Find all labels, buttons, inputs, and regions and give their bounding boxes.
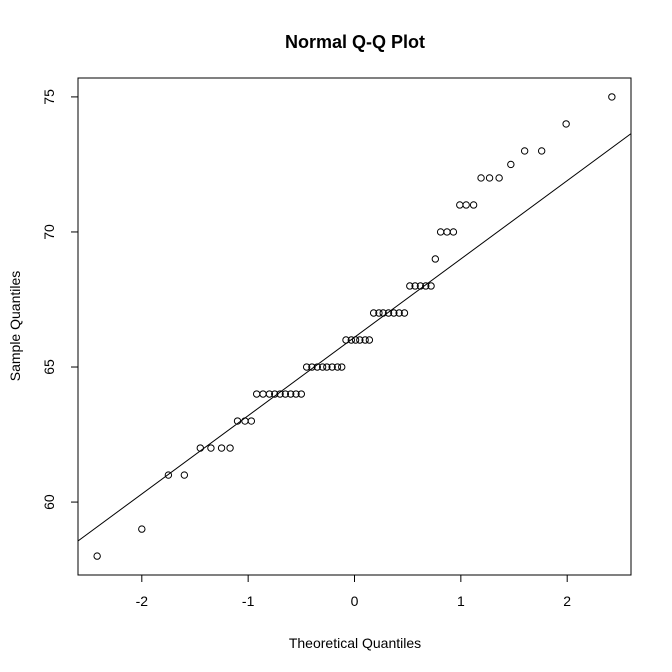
data-point [469, 201, 478, 209]
data-point [562, 120, 570, 128]
data-point [265, 390, 274, 398]
plot-area: -2 -1 0 1 2 60 65 70 75 [41, 77, 632, 609]
y-tick-label: 65 [41, 359, 57, 375]
data-point [259, 390, 267, 398]
data-point [495, 174, 503, 182]
data-point [276, 390, 284, 398]
x-tick-label: -2 [136, 593, 149, 609]
data-point [318, 363, 327, 371]
x-tick-label: -1 [242, 593, 255, 609]
data-point [226, 444, 234, 452]
data-point [247, 417, 256, 425]
data-point [281, 390, 290, 398]
data-point [400, 309, 409, 317]
x-tick-label: 1 [457, 593, 465, 609]
data-point [302, 363, 311, 371]
data-point [308, 363, 316, 371]
data-point [456, 201, 464, 209]
data-point [196, 444, 204, 452]
data-point [431, 255, 440, 263]
data-point [379, 309, 387, 317]
chart-title: Normal Q-Q Plot [285, 32, 425, 52]
data-point [422, 282, 430, 290]
data-point [507, 160, 515, 169]
data-point [449, 228, 458, 236]
data-point [233, 417, 242, 425]
data-point [313, 363, 321, 371]
y-tick-label: 70 [41, 224, 57, 240]
x-tick-label: 0 [351, 593, 359, 609]
data-point [252, 390, 261, 398]
data-point [537, 147, 546, 155]
data-point [93, 552, 101, 560]
data-point [520, 147, 529, 155]
data-point [347, 336, 356, 344]
data-point [411, 282, 419, 290]
data-point [365, 336, 374, 344]
data-point [375, 309, 383, 317]
data-point [395, 309, 403, 317]
data-point [138, 525, 146, 533]
data-point [286, 390, 295, 398]
data-point [443, 228, 451, 236]
data-point [342, 336, 350, 344]
data-point [416, 282, 425, 290]
x-tick-label: 2 [563, 593, 571, 609]
data-point [477, 174, 485, 182]
data-point [323, 363, 331, 371]
data-point [462, 201, 470, 209]
data-point [369, 309, 378, 317]
plot-frame [77, 77, 632, 576]
x-axis-label: Theoretical Quantiles [289, 635, 421, 651]
y-axis-label: Sample Quantiles [7, 271, 23, 382]
data-point [180, 471, 189, 479]
data-point [338, 363, 346, 371]
data-point [485, 174, 494, 182]
data-point [333, 363, 342, 371]
data-point [271, 390, 279, 398]
data-point [217, 444, 226, 452]
data-point [608, 93, 616, 101]
data-point [328, 363, 336, 371]
data-point [351, 336, 360, 344]
data-point [436, 228, 445, 236]
data-point [361, 336, 369, 344]
y-tick-label: 60 [41, 494, 57, 510]
y-tick-label: 75 [41, 89, 57, 105]
data-point [292, 390, 300, 398]
data-point [384, 309, 393, 317]
data-point [164, 471, 173, 479]
data-point [356, 336, 364, 344]
data-point [207, 444, 215, 452]
data-point [406, 282, 414, 290]
data-point [390, 309, 398, 317]
data-point [427, 282, 435, 290]
data-point [241, 417, 249, 425]
data-point [297, 390, 306, 398]
